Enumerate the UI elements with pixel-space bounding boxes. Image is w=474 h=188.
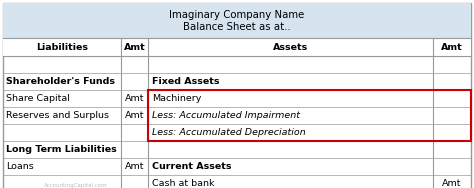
Text: Shareholder's Funds: Shareholder's Funds: [6, 77, 115, 86]
Text: Cash at bank: Cash at bank: [152, 179, 215, 188]
Text: Less: Accumulated Depreciation: Less: Accumulated Depreciation: [152, 128, 306, 137]
Text: Balance Sheet as at..: Balance Sheet as at..: [183, 21, 291, 32]
Text: Assets: Assets: [273, 42, 308, 52]
Text: Fixed Assets: Fixed Assets: [152, 77, 219, 86]
Text: Amt: Amt: [441, 42, 463, 52]
Text: Loans: Loans: [6, 162, 34, 171]
Text: Share Capital: Share Capital: [6, 94, 70, 103]
Text: Amt: Amt: [125, 94, 144, 103]
Text: Less: Accumulated Impairment: Less: Accumulated Impairment: [152, 111, 300, 120]
Text: Imaginary Company Name: Imaginary Company Name: [169, 10, 305, 20]
Text: Liabilities: Liabilities: [36, 42, 88, 52]
Text: Reserves and Surplus: Reserves and Surplus: [6, 111, 109, 120]
Text: AccountingCapital.com: AccountingCapital.com: [44, 183, 107, 188]
Text: Amt: Amt: [125, 162, 144, 171]
Text: Machinery: Machinery: [152, 94, 201, 103]
Text: Long Term Liabilities: Long Term Liabilities: [6, 145, 117, 154]
Text: Current Assets: Current Assets: [152, 162, 231, 171]
Text: Amt: Amt: [125, 111, 144, 120]
Bar: [148, 90, 471, 141]
Text: Amt: Amt: [442, 179, 462, 188]
Text: Amt: Amt: [124, 42, 146, 52]
Bar: [3, 3, 471, 38]
Bar: [3, 38, 471, 56]
